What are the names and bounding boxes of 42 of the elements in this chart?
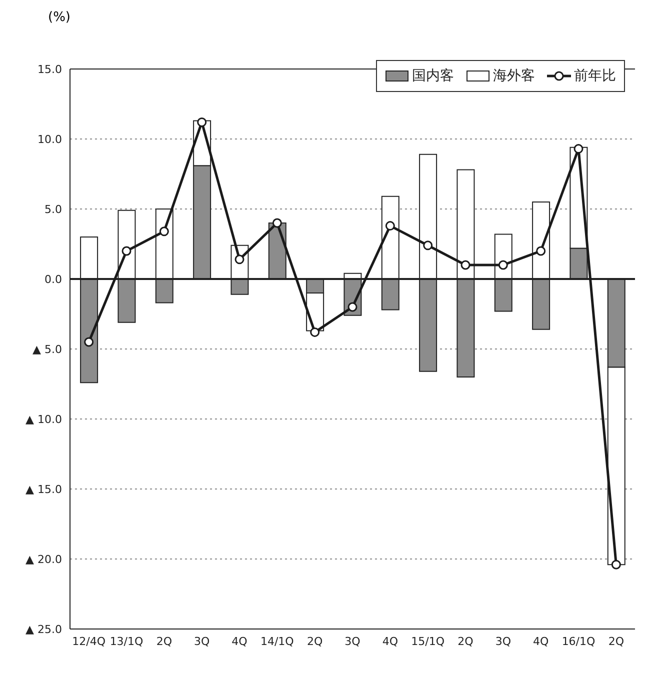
x-tick-label: 4Q [382,634,398,648]
legend-label: 海外客 [493,67,535,85]
x-tick-label: 2Q [306,634,323,648]
y-axis-title: (%) [48,10,70,25]
y-tick-label: 10.0 [38,132,62,146]
point [574,144,584,154]
y-tick-label: ▲ 25.0 [26,622,62,636]
x-tick-label: 13/1Q [110,634,144,648]
point [84,337,94,347]
x-tick-label: 3Q [344,634,361,648]
point [159,226,169,236]
x-tick-label: 4Q [532,634,549,648]
y-tick-label: ▲ 10.0 [26,412,62,426]
x-tick-label: 4Q [232,634,248,648]
point [611,560,621,570]
x-tick-label: 3Q [194,634,210,648]
x-tick-label: 3Q [495,634,512,648]
x-tick-label: 14/1Q [260,634,294,648]
y-tick-label: ▲ 20.0 [26,552,62,566]
point [460,260,470,270]
y-tick-label: ▲ 15.0 [26,482,62,496]
y-tick-label: 15.0 [38,62,62,76]
legend-label: 国内客 [412,67,454,85]
x-tick-label: 12/4Q [72,634,106,648]
point [536,246,546,256]
x-tick-label: 15/1Q [411,634,445,648]
point [423,240,433,250]
x-tick-label: 2Q [608,634,624,648]
point [310,327,320,337]
point [498,260,508,270]
x-tick-label: 2Q [156,634,172,648]
x-tick-label: 2Q [458,634,474,648]
x-tick-label: 16/1Q [562,634,596,648]
point [385,221,395,231]
y-tick-label: 5.0 [44,202,62,216]
point [272,218,282,228]
point [348,302,358,312]
y-tick-label: ▲ 5.0 [32,342,62,356]
y-tick-label: 0.0 [44,272,62,286]
point [197,117,207,127]
point [122,246,132,256]
legend-label: 前年比 [574,67,616,85]
